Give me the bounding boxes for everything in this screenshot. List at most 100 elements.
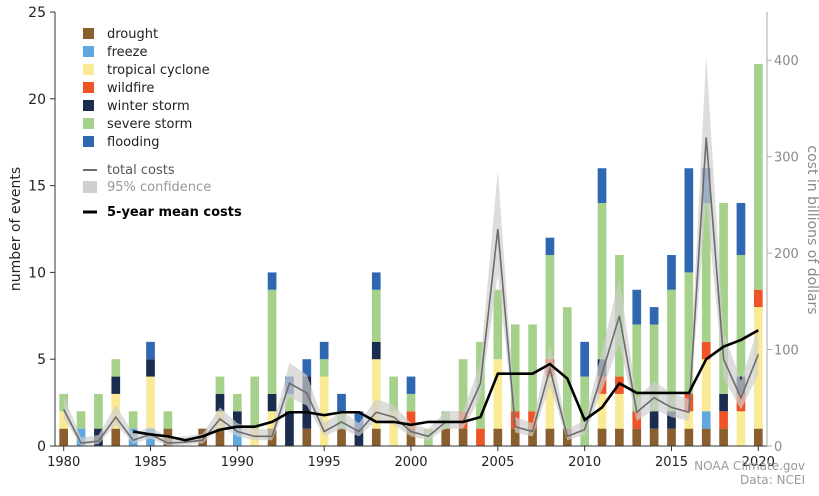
bar-tropical-cyclone-1998 bbox=[371, 359, 381, 429]
bar-drought-2013 bbox=[632, 428, 642, 446]
bar-severe-storm-1986 bbox=[163, 411, 173, 429]
bar-tropical-cyclone-2005 bbox=[493, 359, 503, 429]
bar-severe-storm-2016 bbox=[684, 272, 694, 394]
legend-swatch-tropical-cyclone bbox=[83, 64, 94, 75]
bar-severe-storm-2003 bbox=[458, 359, 468, 412]
legend-label-mean-costs: 5-year mean costs bbox=[107, 205, 242, 220]
legend: drought freeze tropical cyclone wildfire win… bbox=[83, 27, 242, 220]
legend-label-confidence: 95% confidence bbox=[107, 180, 211, 195]
credit-data: Data: NCEI bbox=[740, 473, 805, 487]
bar-severe-storm-1983 bbox=[111, 359, 121, 377]
bar-winter-storm-2015 bbox=[667, 411, 676, 429]
x-tick-label-1995: 1995 bbox=[308, 455, 341, 470]
bar-severe-storm-2009 bbox=[562, 307, 572, 429]
bar-drought-2008 bbox=[545, 428, 555, 446]
line-layer bbox=[62, 55, 760, 446]
bar-severe-storm-1989 bbox=[215, 376, 225, 394]
left-tick-label-0: 0 bbox=[37, 439, 46, 455]
bar-drought-2011 bbox=[597, 428, 607, 446]
bar-flooding-2010 bbox=[580, 341, 589, 377]
bar-wildfire-2020 bbox=[753, 289, 763, 308]
bar-tropical-cyclone-1985 bbox=[146, 376, 155, 429]
right-axis-title: cost in billions of dollars bbox=[804, 145, 819, 314]
bar-flooding-2019 bbox=[736, 202, 746, 256]
bar-severe-storm-1998 bbox=[371, 289, 381, 342]
left-tick-label-10: 10 bbox=[28, 265, 46, 281]
bar-severe-storm-2019 bbox=[736, 255, 746, 377]
bar-winter-storm-1989 bbox=[215, 393, 225, 412]
bar-flooding-2016 bbox=[684, 168, 694, 273]
bar-drought-2014 bbox=[649, 428, 659, 446]
bar-severe-storm-2006 bbox=[510, 324, 520, 412]
bar-drought-2007 bbox=[528, 428, 537, 446]
bar-flooding-2011 bbox=[597, 168, 607, 203]
bar-severe-storm-2014 bbox=[649, 324, 659, 412]
bar-winter-storm-1983 bbox=[111, 376, 121, 394]
bar-wildfire-2004 bbox=[476, 428, 485, 446]
bar-severe-storm-1990 bbox=[233, 393, 242, 412]
bar-severe-storm-1991 bbox=[250, 376, 260, 429]
bar-flooding-2013 bbox=[632, 289, 642, 325]
bar-severe-storm-2020 bbox=[753, 64, 763, 290]
legend-label-drought: drought bbox=[107, 27, 158, 42]
bar-severe-storm-2005 bbox=[493, 289, 503, 360]
bar-freeze-1981 bbox=[76, 428, 86, 446]
legend-label-winter-storm: winter storm bbox=[107, 99, 190, 114]
bar-wildfire-2007 bbox=[528, 411, 537, 429]
legend-label-tropical-cyclone: tropical cyclone bbox=[107, 63, 210, 78]
bar-drought-2005 bbox=[493, 428, 503, 446]
axes: 0 5 10 15 20 25 0 100 200 300 400 1980 1985 1990 1995 2… bbox=[8, 5, 819, 470]
legend-label-total-costs: total costs bbox=[107, 163, 175, 178]
bar-drought-1980 bbox=[59, 428, 69, 446]
bar-flooding-2014 bbox=[649, 307, 659, 325]
bar-winter-storm-1990 bbox=[233, 411, 242, 429]
bar-tropical-cyclone-2012 bbox=[615, 393, 624, 429]
bar-severe-storm-2000 bbox=[406, 393, 416, 412]
bar-tropical-cyclone-2011 bbox=[597, 393, 607, 429]
bar-flooding-1998 bbox=[371, 272, 381, 290]
right-tick-label-400: 400 bbox=[774, 54, 799, 69]
bar-drought-2012 bbox=[615, 428, 624, 446]
mean-costs-line bbox=[132, 329, 759, 442]
x-tick-label-1985: 1985 bbox=[134, 455, 167, 470]
bar-winter-storm-1985 bbox=[146, 359, 155, 377]
bar-winter-storm-2014 bbox=[649, 411, 659, 429]
legend-swatch-freeze bbox=[83, 46, 94, 57]
bar-wildfire-2000 bbox=[406, 411, 416, 429]
bar-winter-storm-1992 bbox=[267, 393, 277, 412]
right-tick-label-300: 300 bbox=[774, 151, 799, 166]
bar-drought-2017 bbox=[701, 428, 711, 446]
bar-drought-1996 bbox=[337, 428, 346, 446]
x-tick-label-1990: 1990 bbox=[221, 455, 254, 470]
total-costs-line bbox=[62, 137, 760, 444]
bar-tropical-cyclone-2019 bbox=[736, 411, 746, 446]
bar-severe-storm-2011 bbox=[597, 202, 607, 360]
bar-winter-storm-1998 bbox=[371, 341, 381, 360]
bar-freeze-2017 bbox=[701, 411, 711, 429]
x-tick-label-2020: 2020 bbox=[742, 455, 775, 470]
bar-severe-storm-2013 bbox=[632, 324, 642, 412]
bar-severe-storm-1992 bbox=[267, 289, 277, 394]
bar-flooding-1994 bbox=[302, 359, 312, 377]
bar-flooding-1996 bbox=[337, 393, 346, 412]
left-tick-label-20: 20 bbox=[28, 92, 46, 108]
left-tick-label-15: 15 bbox=[28, 179, 46, 195]
x-tick-label-2015: 2015 bbox=[655, 455, 688, 470]
right-tick-label-0: 0 bbox=[774, 440, 782, 455]
bar-drought-2003 bbox=[458, 428, 468, 446]
bar-drought-2020 bbox=[753, 428, 763, 446]
bar-drought-1989 bbox=[215, 428, 225, 446]
bar-winter-storm-1993 bbox=[285, 411, 294, 446]
bar-severe-storm-1984 bbox=[128, 411, 138, 429]
right-tick-label-200: 200 bbox=[774, 247, 799, 262]
legend-label-freeze: freeze bbox=[107, 45, 147, 60]
left-tick-label-5: 5 bbox=[37, 352, 46, 368]
bar-winter-storm-1997 bbox=[354, 428, 364, 446]
legend-swatch-winter-storm bbox=[83, 100, 94, 111]
legend-label-wildfire: wildfire bbox=[107, 81, 154, 96]
bar-severe-storm-2010 bbox=[580, 376, 589, 446]
bar-severe-storm-1999 bbox=[389, 376, 398, 412]
bar-freeze-1990 bbox=[233, 428, 242, 446]
bar-tropical-cyclone-2008 bbox=[545, 376, 555, 429]
bar-severe-storm-2008 bbox=[545, 255, 555, 360]
